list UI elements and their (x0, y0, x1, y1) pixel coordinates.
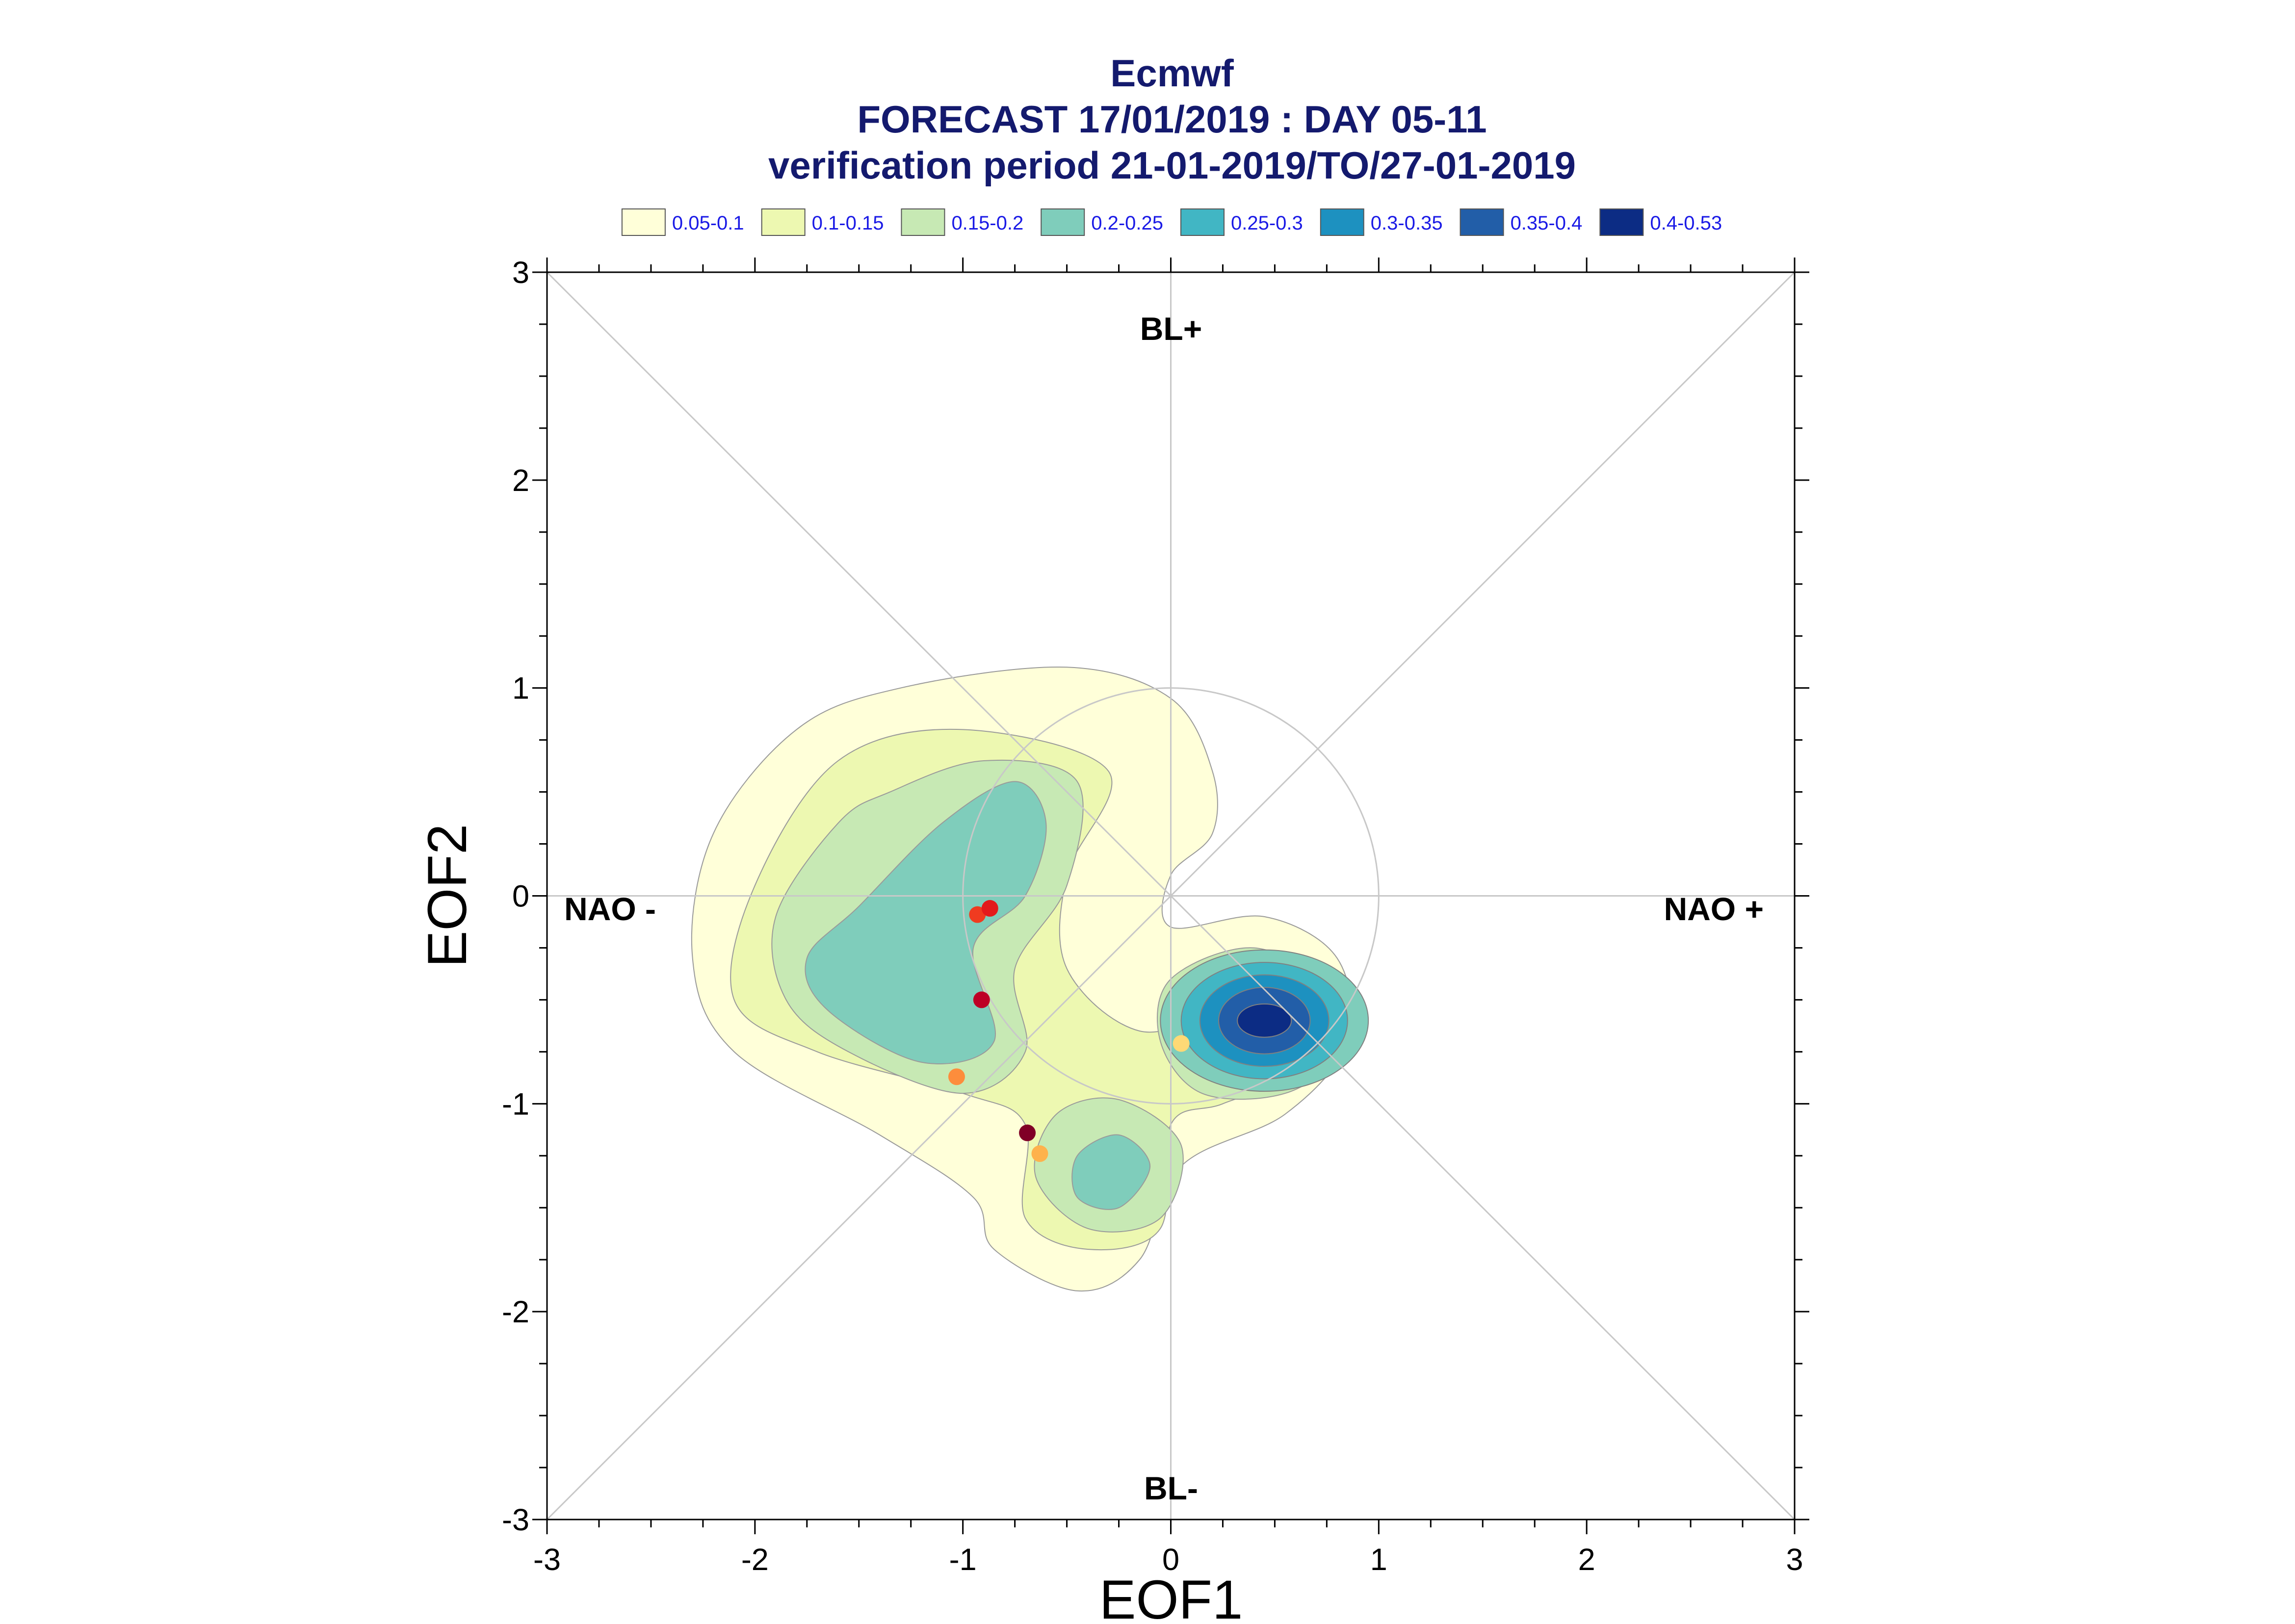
legend-label: 0.15-0.2 (951, 212, 1023, 234)
y-tick-label: 1 (512, 671, 529, 706)
chart-title: Ecmwf FORECAST 17/01/2019 : DAY 05-11 ve… (768, 52, 1576, 187)
member-point (1031, 1145, 1048, 1162)
legend-swatch (1320, 208, 1364, 236)
member-point (969, 906, 986, 923)
plot-area (532, 258, 1809, 1534)
y-tick-label: -1 (502, 1087, 529, 1121)
member-point (1019, 1124, 1036, 1141)
x-tick-label: -1 (949, 1543, 977, 1577)
x-tick-label: -2 (741, 1543, 769, 1577)
member-point (981, 900, 998, 917)
title-line-3: verification period 21-01-2019/TO/27-01-… (768, 144, 1576, 187)
legend-label: 0.3-0.35 (1371, 212, 1443, 234)
legend-swatch (761, 208, 806, 236)
y-tick-label: -3 (502, 1503, 529, 1537)
density-peak-contour (1237, 1003, 1292, 1038)
title-line-1: Ecmwf (1110, 52, 1234, 95)
member-point (948, 1068, 965, 1085)
density-contour (1071, 1134, 1151, 1210)
reference-guides (546, 271, 1796, 1521)
density-contours (691, 666, 1369, 1292)
y-tick-label: 2 (512, 464, 529, 498)
x-tick-label: 3 (1786, 1543, 1803, 1577)
y-tick-label: 3 (512, 256, 529, 290)
regime-label-bottom: BL- (1144, 1470, 1198, 1506)
legend-swatch (1460, 208, 1504, 236)
y-tick-label: -2 (502, 1295, 529, 1329)
y-tick-label: 0 (512, 879, 529, 914)
member-point (973, 991, 990, 1008)
regime-label-right: NAO + (1664, 891, 1764, 927)
y-axis-title: EOF2 (417, 824, 478, 968)
legend-swatch (1180, 208, 1225, 236)
tick-labels: -3 -2 -1 0 1 2 3 3 2 1 0 -1 -2 -3 (502, 256, 1803, 1577)
legend-swatch (1041, 208, 1085, 236)
diagonal-line (546, 271, 1796, 1521)
legend-swatch (901, 208, 945, 236)
x-tick-label: 1 (1370, 1543, 1387, 1577)
legend-swatch (621, 208, 666, 236)
legend-label: 0.1-0.15 (812, 212, 884, 234)
x-tick-label: -3 (533, 1543, 561, 1577)
legend-swatch (1599, 208, 1644, 236)
regime-label-top: BL+ (1140, 310, 1202, 347)
x-tick-label: 0 (1162, 1543, 1179, 1577)
title-line-2: FORECAST 17/01/2019 : DAY 05-11 (857, 98, 1487, 141)
regime-label-left: NAO - (564, 891, 656, 927)
legend-label: 0.05-0.1 (672, 212, 744, 234)
legend-label: 0.2-0.25 (1091, 212, 1163, 234)
member-point (1173, 1035, 1190, 1052)
density-contour (805, 781, 1047, 1064)
x-tick-label: 2 (1578, 1543, 1595, 1577)
legend-label: 0.4-0.53 (1650, 212, 1722, 234)
x-axis-title: EOF1 (1099, 1569, 1243, 1624)
axis-ticks (532, 258, 1809, 1534)
reference-circle (962, 687, 1380, 1105)
legend: 0.05-0.1 0.1-0.15 0.15-0.2 0.2-0.25 0.25-0.3… (621, 208, 1722, 236)
member-points (948, 900, 1190, 1162)
legend-label: 0.35-0.4 (1511, 212, 1583, 234)
legend-label: 0.25-0.3 (1231, 212, 1303, 234)
